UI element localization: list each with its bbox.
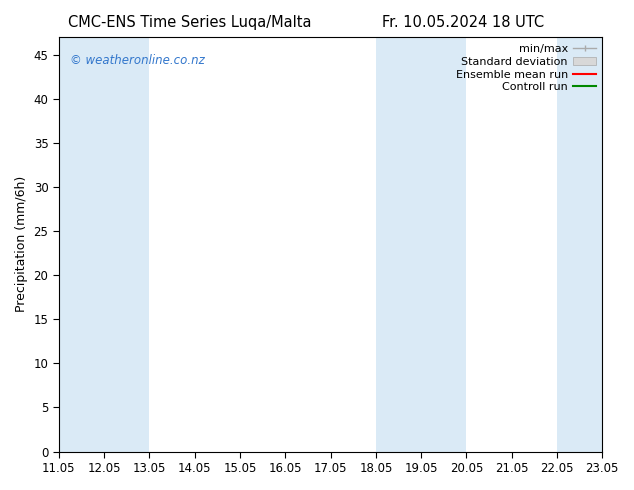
Text: Fr. 10.05.2024 18 UTC: Fr. 10.05.2024 18 UTC <box>382 15 544 30</box>
Text: © weatheronline.co.nz: © weatheronline.co.nz <box>70 53 205 67</box>
Bar <box>557 37 602 452</box>
Bar <box>376 37 421 452</box>
Legend: min/max, Standard deviation, Ensemble mean run, Controll run: min/max, Standard deviation, Ensemble me… <box>452 40 599 96</box>
Bar <box>421 37 467 452</box>
Bar <box>104 37 150 452</box>
Bar <box>59 37 104 452</box>
Y-axis label: Precipitation (mm/6h): Precipitation (mm/6h) <box>15 176 28 313</box>
Text: CMC-ENS Time Series Luqa/Malta: CMC-ENS Time Series Luqa/Malta <box>68 15 312 30</box>
